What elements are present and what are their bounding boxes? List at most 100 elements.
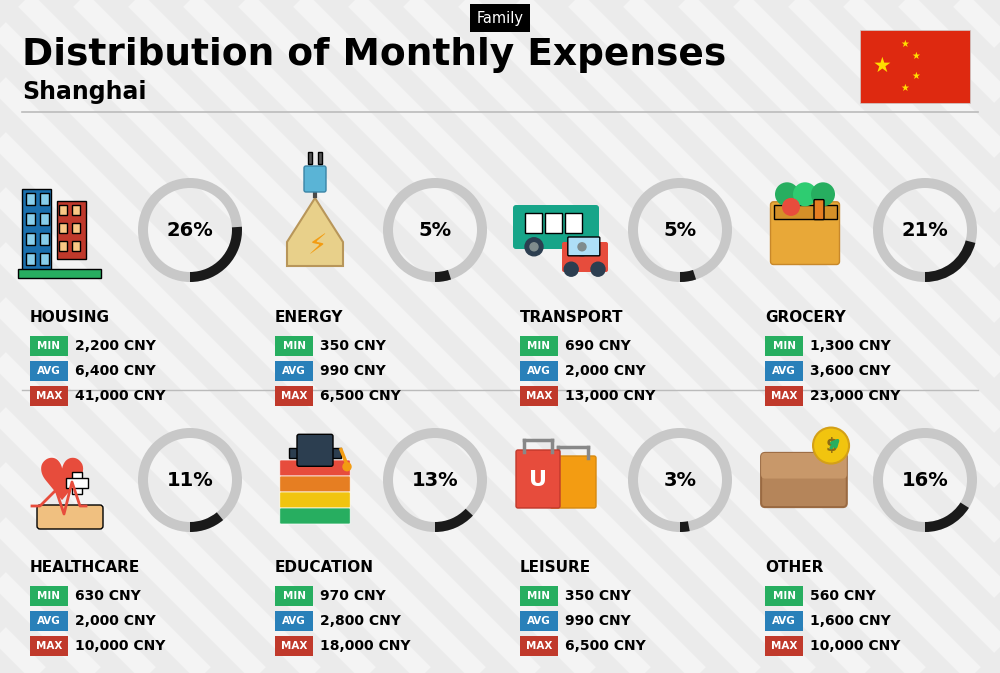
Text: MAX: MAX [771, 391, 797, 401]
FancyBboxPatch shape [765, 361, 803, 381]
Text: MIN: MIN [772, 341, 796, 351]
Text: MAX: MAX [36, 391, 62, 401]
FancyBboxPatch shape [59, 205, 67, 215]
Text: 1,600 CNY: 1,600 CNY [810, 614, 891, 628]
Text: HEALTHCARE: HEALTHCARE [30, 561, 140, 575]
Text: 5%: 5% [418, 221, 452, 240]
FancyBboxPatch shape [275, 636, 313, 656]
Wedge shape [628, 178, 732, 282]
Text: AVG: AVG [527, 616, 551, 626]
FancyBboxPatch shape [520, 586, 558, 606]
FancyBboxPatch shape [275, 611, 313, 631]
FancyBboxPatch shape [59, 223, 67, 233]
Text: AVG: AVG [37, 616, 61, 626]
Circle shape [530, 243, 538, 251]
Text: Shanghai: Shanghai [22, 80, 146, 104]
FancyBboxPatch shape [765, 611, 803, 631]
Text: ★: ★ [873, 56, 891, 76]
Text: MAX: MAX [526, 641, 552, 651]
Text: U: U [529, 470, 547, 490]
FancyBboxPatch shape [40, 252, 49, 264]
Text: 2,200 CNY: 2,200 CNY [75, 339, 156, 353]
Text: 23,000 CNY: 23,000 CNY [810, 389, 900, 403]
Wedge shape [680, 522, 690, 532]
FancyBboxPatch shape [289, 448, 341, 458]
Text: MAX: MAX [281, 641, 307, 651]
Text: 13%: 13% [412, 470, 458, 489]
FancyBboxPatch shape [761, 453, 847, 479]
FancyBboxPatch shape [568, 237, 600, 256]
Text: 2,000 CNY: 2,000 CNY [565, 364, 646, 378]
Text: 18,000 CNY: 18,000 CNY [320, 639, 411, 653]
Wedge shape [435, 509, 473, 532]
FancyBboxPatch shape [275, 386, 313, 406]
Text: ★: ★ [912, 71, 920, 81]
Text: AVG: AVG [37, 366, 61, 376]
FancyBboxPatch shape [545, 213, 562, 233]
Circle shape [525, 238, 543, 256]
FancyBboxPatch shape [40, 213, 49, 225]
Text: 10,000 CNY: 10,000 CNY [810, 639, 900, 653]
Text: AVG: AVG [772, 366, 796, 376]
Wedge shape [925, 240, 975, 282]
FancyBboxPatch shape [550, 456, 596, 508]
Text: MIN: MIN [772, 591, 796, 601]
Text: MIN: MIN [283, 341, 306, 351]
Text: MIN: MIN [38, 591, 60, 601]
Text: MIN: MIN [283, 591, 306, 601]
Wedge shape [628, 428, 732, 532]
Text: 1,300 CNY: 1,300 CNY [810, 339, 891, 353]
Circle shape [578, 243, 586, 251]
FancyBboxPatch shape [30, 636, 68, 656]
FancyBboxPatch shape [516, 450, 560, 508]
Text: ★: ★ [901, 39, 909, 49]
Text: 21%: 21% [902, 221, 948, 240]
Wedge shape [138, 428, 242, 532]
Text: MIN: MIN [528, 591, 550, 601]
Text: MAX: MAX [771, 641, 797, 651]
Text: AVG: AVG [527, 366, 551, 376]
Wedge shape [873, 428, 977, 532]
FancyBboxPatch shape [280, 508, 350, 524]
Text: MAX: MAX [281, 391, 307, 401]
Circle shape [811, 182, 835, 207]
Text: 2,000 CNY: 2,000 CNY [75, 614, 156, 628]
Circle shape [775, 182, 799, 207]
FancyBboxPatch shape [30, 611, 68, 631]
Text: AVG: AVG [282, 616, 306, 626]
Text: 3,600 CNY: 3,600 CNY [810, 364, 891, 378]
FancyBboxPatch shape [765, 586, 803, 606]
Circle shape [813, 427, 849, 464]
FancyBboxPatch shape [304, 166, 326, 192]
FancyBboxPatch shape [520, 386, 558, 406]
Text: 5%: 5% [663, 221, 697, 240]
Text: 26%: 26% [167, 221, 213, 240]
Text: 13,000 CNY: 13,000 CNY [565, 389, 655, 403]
FancyBboxPatch shape [30, 336, 68, 356]
Wedge shape [383, 178, 487, 282]
Text: 2,800 CNY: 2,800 CNY [320, 614, 401, 628]
Wedge shape [680, 270, 696, 282]
Text: AVG: AVG [772, 616, 796, 626]
Text: ★: ★ [912, 51, 920, 61]
FancyBboxPatch shape [72, 472, 82, 494]
Circle shape [573, 238, 591, 256]
FancyBboxPatch shape [275, 336, 313, 356]
FancyBboxPatch shape [770, 202, 840, 264]
FancyBboxPatch shape [280, 460, 350, 476]
Circle shape [793, 182, 817, 207]
Text: TRANSPORT: TRANSPORT [520, 310, 624, 326]
FancyBboxPatch shape [520, 336, 558, 356]
FancyBboxPatch shape [318, 152, 322, 164]
Wedge shape [873, 178, 977, 282]
Text: 6,500 CNY: 6,500 CNY [565, 639, 646, 653]
Text: 990 CNY: 990 CNY [320, 364, 386, 378]
FancyBboxPatch shape [72, 241, 80, 251]
Wedge shape [383, 428, 487, 532]
Text: ⚡: ⚡ [307, 232, 327, 260]
FancyBboxPatch shape [18, 269, 101, 279]
FancyBboxPatch shape [774, 205, 836, 219]
Text: EDUCATION: EDUCATION [275, 561, 374, 575]
Text: 690 CNY: 690 CNY [565, 339, 631, 353]
Text: 970 CNY: 970 CNY [320, 589, 386, 603]
